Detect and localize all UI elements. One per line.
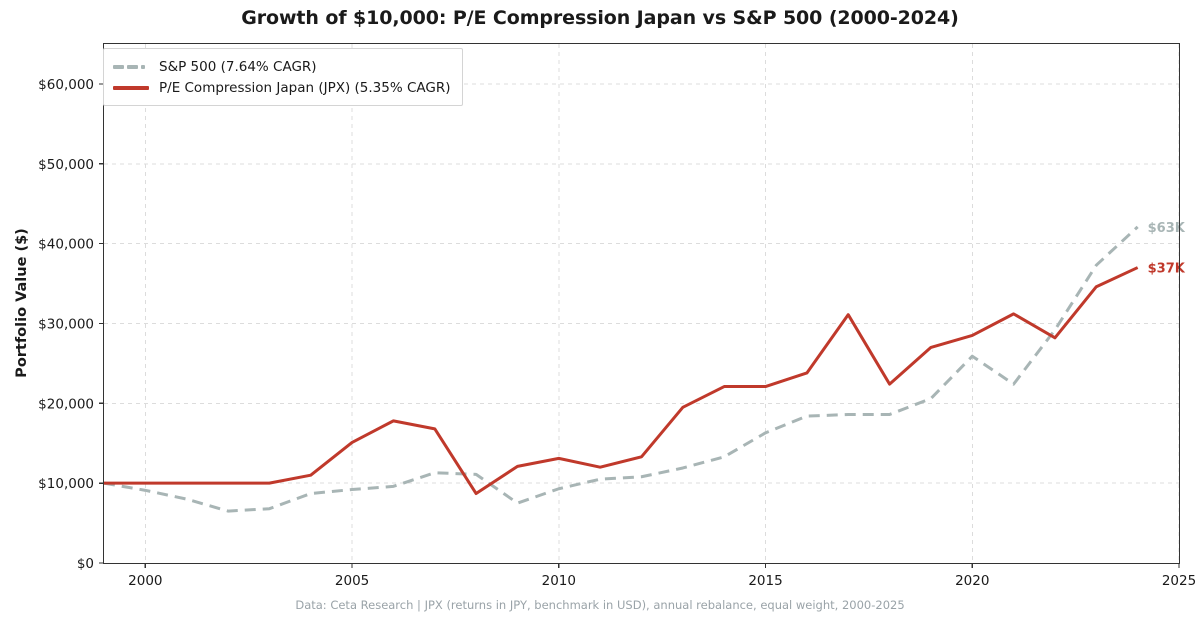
- series-end-label-1: $37K: [1148, 262, 1186, 277]
- y-tick-label: $30,000: [38, 316, 94, 332]
- legend-swatch-jpx: [113, 82, 149, 94]
- y-axis-title: Portfolio Value ($): [14, 228, 30, 378]
- y-tick-label: $0: [77, 556, 94, 572]
- axis-spines: [102, 42, 1181, 565]
- y-tick-label: $50,000: [38, 157, 94, 173]
- y-tick-label: $40,000: [38, 237, 94, 253]
- x-tick-label: 2020: [955, 573, 989, 589]
- chart-legend: S&P 500 (7.64% CAGR) P/E Compression Jap…: [103, 48, 463, 106]
- y-tick-label: $20,000: [38, 396, 94, 412]
- chart-title: Growth of $10,000: P/E Compression Japan…: [241, 7, 959, 29]
- gridlines-group: [104, 44, 1180, 563]
- y-tick-label: $60,000: [38, 77, 94, 93]
- series-group: [103, 225, 1139, 513]
- legend-label-sp500: S&P 500 (7.64% CAGR): [159, 58, 317, 75]
- series-line-0: [103, 225, 1139, 513]
- legend-label-jpx: P/E Compression Japan (JPX) (5.35% CAGR): [159, 79, 451, 96]
- x-tick-label: 2010: [542, 573, 576, 589]
- axis-labels-group: $0 $10,000 $20,000 $30,000 $40,000 $50,000 $60…: [38, 77, 1196, 589]
- series-end-label-0: $63K: [1148, 221, 1186, 236]
- y-tick-label: $10,000: [38, 476, 94, 492]
- legend-item-sp500[interactable]: S&P 500 (7.64% CAGR): [113, 56, 451, 77]
- tickmarks-group: [99, 83, 1180, 568]
- x-tick-label: 2000: [128, 573, 162, 589]
- series-line-1: [104, 266, 1139, 496]
- x-tick-label: 2015: [748, 573, 782, 589]
- x-tick-label: 2005: [335, 573, 369, 589]
- x-tick-label: 2025: [1162, 573, 1196, 589]
- legend-item-jpx[interactable]: P/E Compression Japan (JPX) (5.35% CAGR): [113, 77, 451, 98]
- legend-swatch-sp500: [113, 61, 149, 73]
- chart-source-footer: Data: Ceta Research | JPX (returns in JP…: [295, 598, 905, 612]
